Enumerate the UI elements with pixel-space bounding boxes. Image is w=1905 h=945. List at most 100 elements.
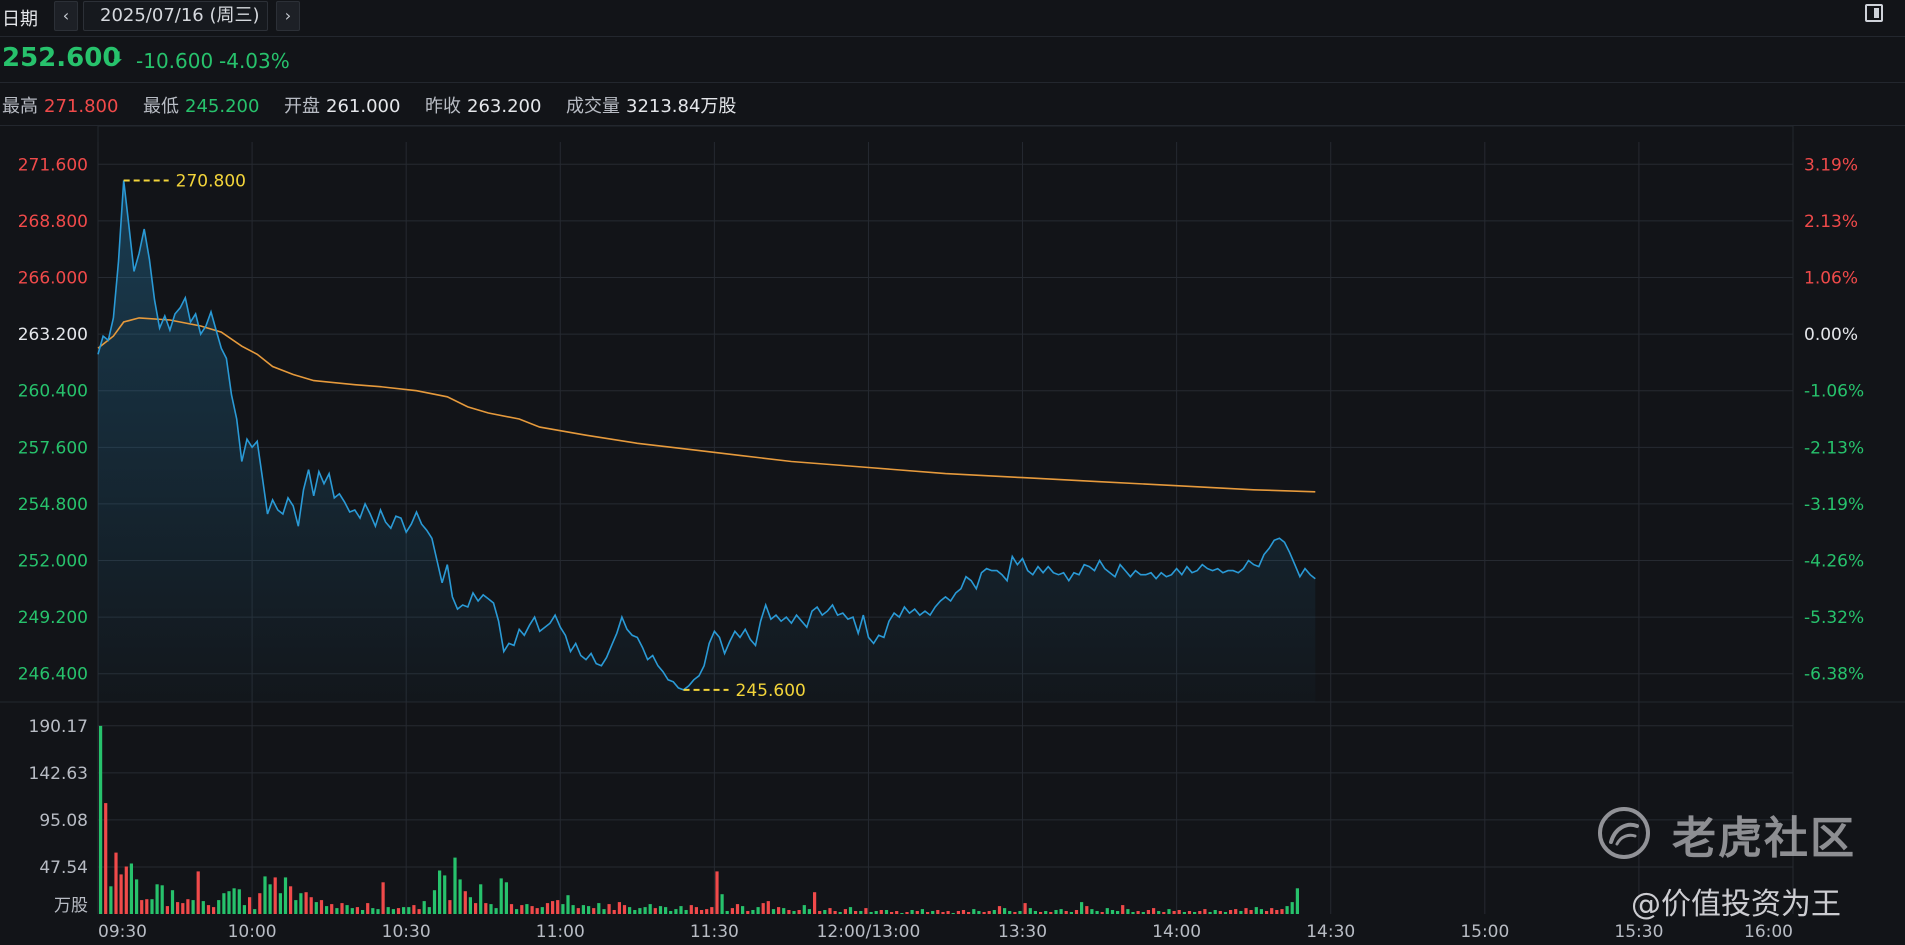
volume-bar <box>951 913 955 914</box>
volume-bar <box>818 911 822 914</box>
volume-bar <box>345 905 349 914</box>
volume-bar <box>1085 906 1089 914</box>
x-tick: 16:00 <box>1744 922 1793 942</box>
volume-bar <box>782 908 786 914</box>
volume-bar <box>551 901 555 914</box>
volume-bar <box>258 893 262 914</box>
x-tick: 09:30 <box>98 922 147 942</box>
volume-bar <box>797 910 801 914</box>
y-tick-right: -2.13% <box>1804 438 1864 458</box>
volume-bar <box>1121 905 1125 914</box>
volume-bar <box>674 909 678 914</box>
volume-bar <box>566 895 570 914</box>
volume-bar <box>910 910 914 914</box>
volume-bar <box>1033 911 1037 914</box>
arrow-down-icon: ⬇ <box>111 48 125 67</box>
volume-bar <box>1218 911 1222 914</box>
volume-bar <box>412 905 416 914</box>
intraday-chart[interactable]: 271.600 3.19% 268.800 2.13% 266.000 1.06% 263.… <box>0 126 1905 945</box>
volume-bar <box>607 904 611 914</box>
volume-bar <box>237 889 241 914</box>
volume-bar <box>484 903 488 914</box>
volume-bar <box>330 904 334 914</box>
volume-bar <box>1095 911 1099 914</box>
volume-bar <box>273 877 277 914</box>
volume-bar <box>1044 911 1048 914</box>
volume-bar <box>1069 912 1073 914</box>
stat-volume-value: 3213.84万股 <box>626 96 737 117</box>
volume-bar <box>545 903 550 914</box>
volume-bar <box>890 912 894 914</box>
stat-prev-close-label: 昨收 <box>425 96 461 117</box>
volume-bar <box>643 907 647 914</box>
stat-prev-close-value: 263.200 <box>467 96 542 117</box>
volume-bar <box>1039 912 1043 914</box>
chevron-right-icon: › <box>284 6 292 25</box>
volume-bar <box>248 897 252 914</box>
volume-bar <box>689 905 693 914</box>
volume-bar <box>725 911 729 914</box>
volume-bar <box>1187 911 1192 914</box>
volume-bar <box>1136 911 1140 914</box>
volume-bar <box>710 907 714 914</box>
volume-bar <box>977 911 981 914</box>
volume-bar <box>1105 908 1109 914</box>
volume-bar <box>581 905 585 914</box>
volume-bar <box>176 902 180 914</box>
y-tick-left: 260.400 <box>18 382 88 402</box>
max-marker-label: 270.800 <box>176 171 246 191</box>
volume-bar <box>833 911 837 914</box>
y-tick-left: 271.600 <box>18 155 88 175</box>
stat-open: 开盘 261.000 <box>284 92 400 118</box>
layout-toggle-icon[interactable] <box>1865 4 1883 22</box>
volume-bar <box>1182 912 1186 914</box>
volume-bar <box>1146 910 1150 914</box>
volume-bar <box>879 910 883 914</box>
y-tick-right: -4.26% <box>1804 552 1864 572</box>
volume-bar <box>1193 912 1197 914</box>
watermark-brand: 老虎社区 <box>1672 813 1856 864</box>
prev-day-button[interactable]: ‹ <box>54 1 78 31</box>
next-day-button[interactable]: › <box>276 1 300 31</box>
stat-low: 最低 245.200 <box>143 92 259 118</box>
volume-bar <box>499 878 503 914</box>
volume-bar <box>304 892 308 914</box>
volume-bar <box>1203 909 1207 914</box>
volume-bar <box>191 900 195 914</box>
volume-bar <box>1141 912 1145 914</box>
volume-bar <box>741 906 745 914</box>
volume-bar <box>802 905 806 914</box>
volume-bar <box>253 909 257 914</box>
volume-bar <box>561 904 565 914</box>
y-tick-left: 254.800 <box>18 495 88 515</box>
volume-bar <box>140 900 144 914</box>
volume-bar <box>597 903 601 914</box>
date-picker[interactable]: 2025/07/16 (周三) <box>83 1 268 31</box>
last-price: 252.600 <box>2 43 121 73</box>
volume-bar <box>1028 908 1032 914</box>
volume-bar <box>694 907 698 914</box>
volume-bar <box>355 907 359 914</box>
stat-open-label: 开盘 <box>284 96 320 117</box>
volume-bar <box>361 910 365 914</box>
volume-bar <box>432 890 437 914</box>
volume-bar <box>119 874 123 914</box>
volume-bar <box>1157 911 1161 914</box>
volume-bar <box>453 857 457 914</box>
volume-bar <box>145 899 149 914</box>
volume-bar <box>268 884 272 914</box>
stat-low-label: 最低 <box>143 96 179 117</box>
volume-bar <box>1162 912 1166 914</box>
volume-bar <box>869 912 873 914</box>
volume-bar <box>628 907 632 914</box>
volume-bar <box>807 909 811 914</box>
volume-bar <box>1177 910 1181 914</box>
volume-bar <box>263 876 267 914</box>
volume-bar <box>515 909 519 914</box>
volume-bar <box>540 907 544 914</box>
volume-y-tick: 142.63 <box>29 764 88 784</box>
y-tick-right: 3.19% <box>1804 155 1858 175</box>
volume-bar <box>474 903 478 914</box>
volume-bar <box>422 901 426 914</box>
volume-bar <box>638 908 642 914</box>
